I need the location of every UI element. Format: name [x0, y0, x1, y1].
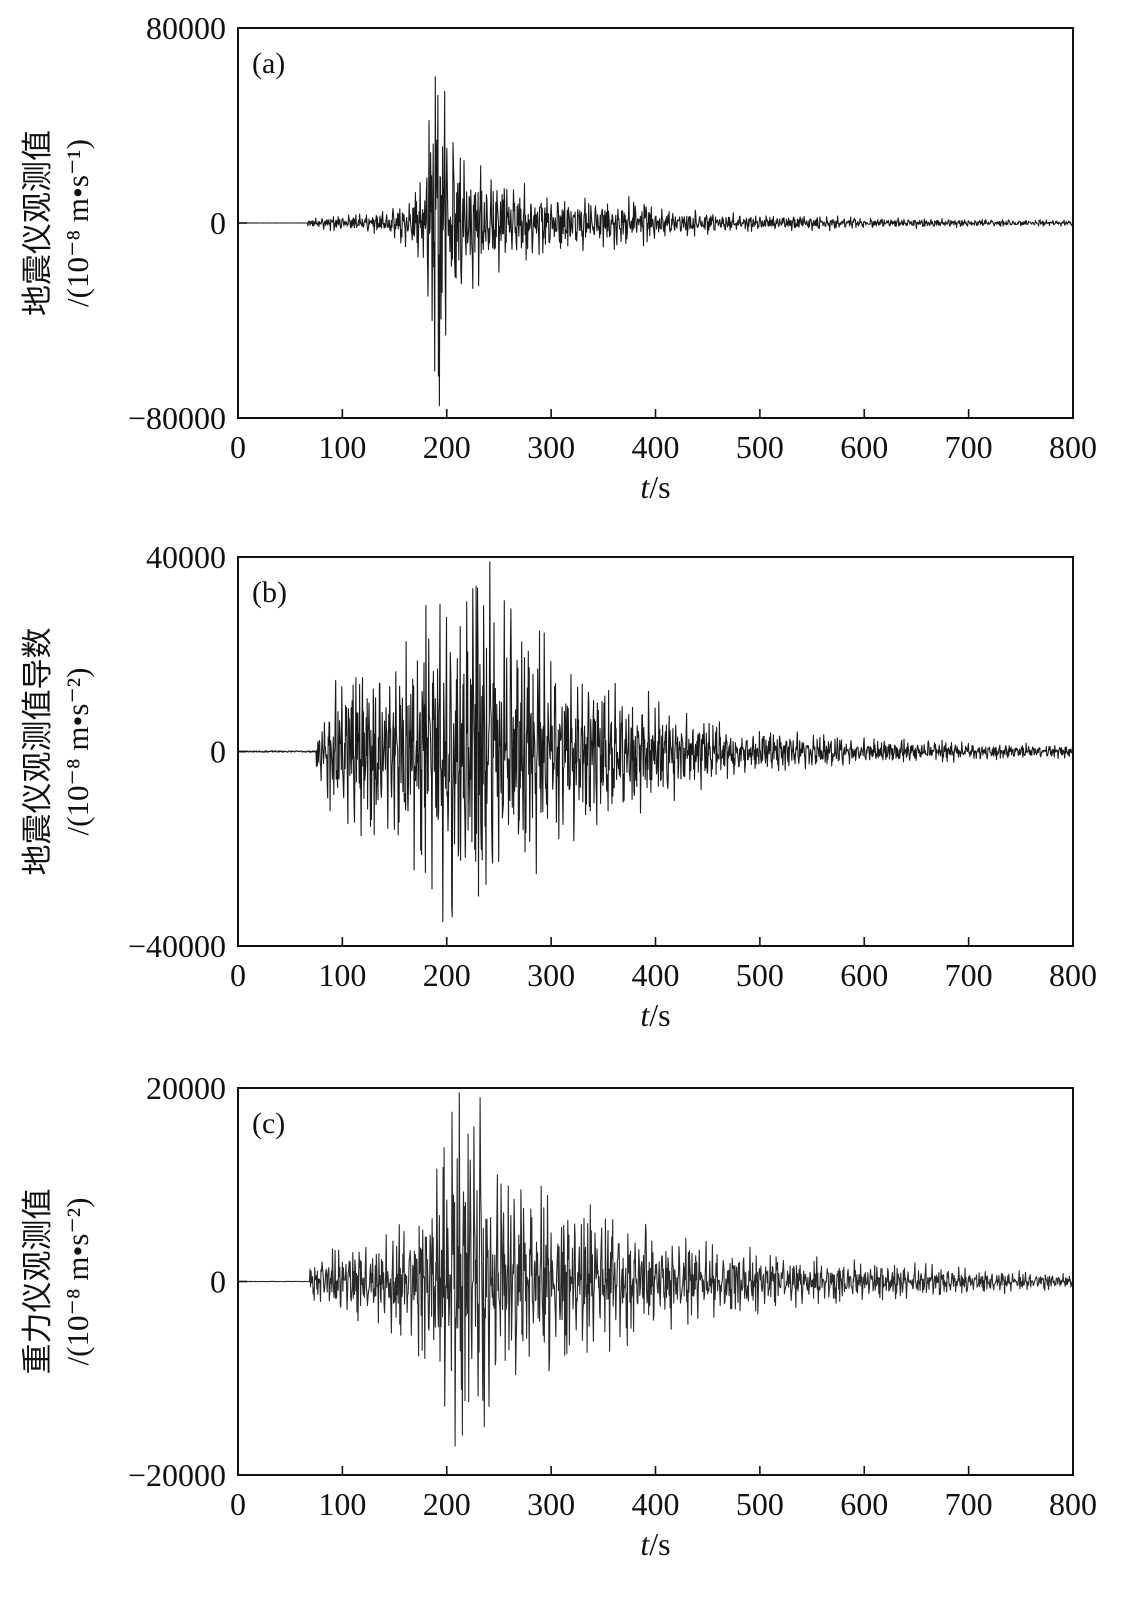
- panel-label: (b): [252, 576, 287, 609]
- y-axis-unit: /(10⁻⁸ m•s⁻¹): [60, 139, 95, 307]
- x-tick-label: 500: [736, 957, 784, 993]
- x-tick-label: 300: [527, 429, 575, 465]
- x-tick-label: 300: [527, 957, 575, 993]
- x-tick-label: 600: [840, 957, 888, 993]
- y-tick-label: 20000: [146, 1070, 226, 1106]
- x-tick-label: 600: [840, 429, 888, 465]
- x-tick-label: 700: [945, 1486, 993, 1522]
- panel-label: (c): [252, 1107, 285, 1140]
- x-tick-label: 300: [527, 1486, 575, 1522]
- panel-a: 0 100 200 300 400 500 600 700 800800000−80000(a)…: [20, 10, 1097, 505]
- x-tick-label: 200: [423, 429, 471, 465]
- y-tick-label: 0: [210, 1264, 226, 1300]
- y-axis-unit: /(10⁻⁸ m•s⁻²): [60, 1198, 95, 1366]
- waveform-series: [238, 561, 1073, 923]
- x-tick-label: 100: [318, 1486, 366, 1522]
- x-tick-label: 700: [945, 429, 993, 465]
- x-tick-label: 500: [736, 1486, 784, 1522]
- panel-c: 0 100 200 300 400 500 600 700 800200000−20000(c)…: [20, 1070, 1097, 1562]
- x-tick-label: 400: [632, 429, 680, 465]
- x-tick-label: 800: [1049, 1486, 1097, 1522]
- x-axis-title: t/s: [640, 997, 670, 1033]
- x-tick-label: 800: [1049, 957, 1097, 993]
- panel-b: 0 100 200 300 400 500 600 700 800400000−40000(b)…: [20, 539, 1097, 1033]
- y-axis-title: 地震仪观测值: [20, 130, 56, 316]
- x-tick-label: 0: [230, 957, 246, 993]
- x-axis-title: t/s: [640, 469, 670, 505]
- x-axis-title: t/s: [640, 1526, 670, 1562]
- x-tick-label: 200: [423, 957, 471, 993]
- y-tick-label: 80000: [146, 10, 226, 46]
- y-tick-label: 0: [210, 734, 226, 770]
- x-tick-label: 800: [1049, 429, 1097, 465]
- waveform-series: [238, 76, 1073, 407]
- panel-label: (a): [252, 47, 285, 80]
- x-tick-label: 100: [318, 957, 366, 993]
- x-tick-label: 200: [423, 1486, 471, 1522]
- y-tick-label: −80000: [128, 400, 226, 436]
- y-tick-label: −20000: [128, 1457, 226, 1493]
- y-axis-unit: /(10⁻⁸ m•s⁻²): [60, 668, 95, 836]
- x-tick-label: 0: [230, 429, 246, 465]
- y-tick-label: 0: [210, 205, 226, 241]
- x-tick-label: 400: [632, 957, 680, 993]
- y-axis-title: 重力仪观测值: [20, 1189, 56, 1375]
- y-tick-label: 40000: [146, 539, 226, 575]
- x-tick-label: 600: [840, 1486, 888, 1522]
- x-tick-label: 700: [945, 957, 993, 993]
- y-axis-title: 地震仪观测值导数: [20, 628, 56, 876]
- waveform-series: [238, 1092, 1073, 1447]
- y-tick-label: −40000: [128, 928, 226, 964]
- x-tick-label: 100: [318, 429, 366, 465]
- x-tick-label: 400: [632, 1486, 680, 1522]
- x-tick-label: 500: [736, 429, 784, 465]
- x-tick-label: 0: [230, 1486, 246, 1522]
